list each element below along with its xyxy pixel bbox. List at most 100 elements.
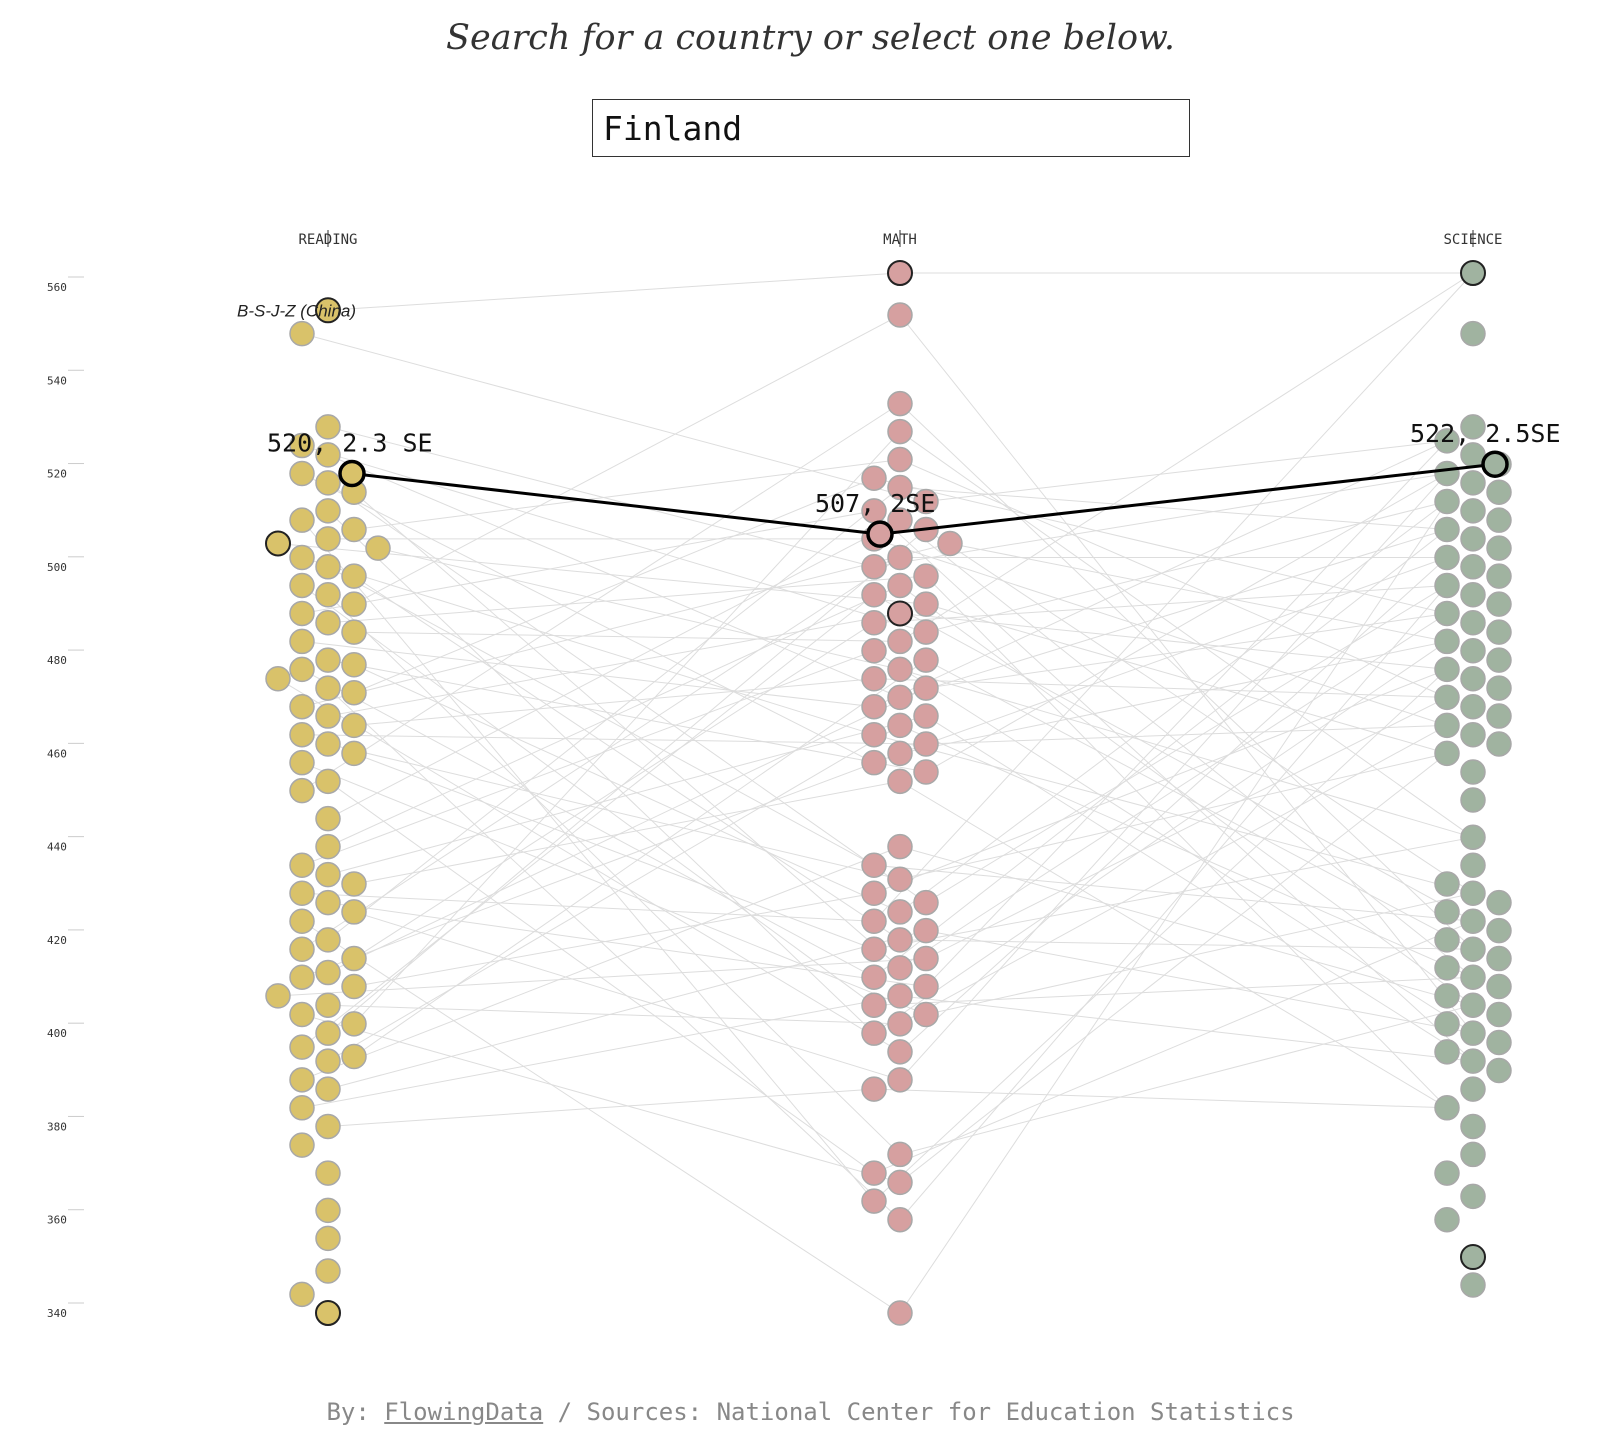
science-score-dot[interactable] [1486, 917, 1512, 944]
reading-score-dot[interactable] [341, 679, 367, 706]
math-score-dot[interactable] [887, 572, 913, 599]
math-score-dot[interactable] [861, 582, 887, 608]
science-score-dot[interactable] [1460, 1141, 1486, 1168]
selected-science-dot[interactable] [1481, 450, 1509, 478]
science-score-dot[interactable] [1460, 554, 1486, 580]
reading-score-dot[interactable] [289, 544, 315, 571]
reading-score-dot[interactable] [315, 861, 341, 888]
science-score-dot[interactable] [1460, 414, 1486, 440]
math-score-dot[interactable] [913, 759, 939, 785]
science-score-dot[interactable] [1486, 1057, 1512, 1084]
reading-score-dot[interactable] [289, 1095, 315, 1121]
science-score-dot[interactable] [1460, 665, 1486, 692]
reading-score-dot[interactable] [315, 1076, 341, 1102]
flowingdata-link[interactable]: FlowingData [384, 1398, 544, 1426]
reading-score-dot[interactable] [265, 983, 291, 1009]
reading-score-dot[interactable] [289, 432, 315, 459]
math-score-dot[interactable] [887, 1141, 913, 1168]
math-score-dot[interactable] [887, 628, 913, 655]
country-search-input[interactable] [592, 99, 1190, 157]
math-score-dot[interactable] [861, 693, 887, 720]
science-score-dot[interactable] [1434, 600, 1460, 627]
math-score-dot[interactable] [861, 852, 887, 879]
math-score-dot[interactable] [887, 390, 913, 417]
reading-score-dot[interactable] [289, 1001, 315, 1028]
reading-score-dot[interactable] [289, 628, 315, 655]
reading-score-dot[interactable] [341, 516, 367, 543]
science-score-dot[interactable] [1460, 1020, 1486, 1046]
science-score-dot[interactable] [1434, 1160, 1460, 1186]
reading-score-dot[interactable] [315, 675, 341, 701]
reading-score-dot[interactable] [341, 1043, 367, 1070]
science-score-dot[interactable] [1460, 1048, 1486, 1074]
reading-score-dot[interactable] [315, 889, 341, 916]
math-score-dot[interactable] [913, 591, 939, 617]
math-score-dot[interactable] [861, 908, 887, 935]
reading-score-dot[interactable] [315, 1048, 341, 1074]
reading-score-dot[interactable] [315, 927, 341, 953]
science-score-dot[interactable] [1434, 656, 1460, 683]
reading-score-dot[interactable] [289, 880, 315, 907]
science-score-dot[interactable] [1460, 880, 1486, 907]
science-score-dot[interactable] [1434, 628, 1460, 655]
science-score-dot[interactable] [1460, 470, 1486, 496]
science-score-dot[interactable] [1460, 992, 1486, 1018]
science-score-dot[interactable] [1486, 889, 1512, 916]
math-score-dot[interactable] [887, 1067, 913, 1093]
science-score-dot[interactable] [1486, 535, 1512, 561]
math-score-dot[interactable] [887, 899, 913, 925]
reading-score-dot[interactable] [315, 498, 341, 524]
reading-score-dot[interactable] [315, 582, 341, 608]
selected-reading-dot[interactable] [338, 459, 366, 488]
science-score-dot[interactable] [1460, 759, 1486, 785]
math-score-dot[interactable] [913, 563, 939, 589]
science-score-dot[interactable] [1434, 871, 1460, 897]
science-score-dot[interactable] [1434, 740, 1460, 767]
science-score-dot[interactable] [1434, 899, 1460, 925]
math-score-dot[interactable] [887, 418, 913, 445]
math-score-dot[interactable] [913, 973, 939, 1000]
math-score-dot[interactable] [887, 446, 913, 473]
reading-score-dot[interactable] [289, 507, 315, 533]
reading-score-dot[interactable] [289, 1281, 315, 1308]
reading-score-dot[interactable] [315, 833, 341, 860]
reading-score-dot[interactable] [315, 297, 341, 324]
science-score-dot[interactable] [1460, 260, 1486, 286]
science-score-dot[interactable] [1434, 516, 1460, 543]
science-score-dot[interactable] [1486, 973, 1512, 1000]
reading-score-dot[interactable] [289, 693, 315, 720]
math-score-dot[interactable] [887, 1206, 913, 1233]
math-score-dot[interactable] [887, 302, 913, 328]
science-score-dot[interactable] [1434, 983, 1460, 1009]
reading-score-dot[interactable] [341, 1011, 367, 1037]
science-score-dot[interactable] [1460, 908, 1486, 935]
reading-score-dot[interactable] [289, 964, 315, 990]
science-score-dot[interactable] [1460, 824, 1486, 851]
science-score-dot[interactable] [1460, 320, 1486, 347]
math-score-dot[interactable] [861, 992, 887, 1018]
reading-score-dot[interactable] [341, 563, 367, 589]
science-score-dot[interactable] [1460, 526, 1486, 552]
science-score-dot[interactable] [1434, 460, 1460, 487]
reading-score-dot[interactable] [341, 591, 367, 617]
math-score-dot[interactable] [913, 731, 939, 757]
science-score-dot[interactable] [1460, 693, 1486, 720]
science-score-dot[interactable] [1460, 852, 1486, 879]
reading-score-dot[interactable] [315, 610, 341, 636]
selected-math-dot[interactable] [866, 520, 894, 548]
science-score-dot[interactable] [1434, 572, 1460, 599]
reading-score-dot[interactable] [315, 1160, 341, 1186]
science-score-dot[interactable] [1486, 647, 1512, 673]
reading-score-dot[interactable] [289, 1067, 315, 1093]
science-score-dot[interactable] [1460, 610, 1486, 636]
reading-score-dot[interactable] [289, 600, 315, 627]
reading-score-dot[interactable] [315, 703, 341, 729]
score-dots[interactable] [265, 260, 1512, 1326]
math-score-dot[interactable] [887, 927, 913, 953]
reading-score-dot[interactable] [265, 530, 291, 557]
science-score-dot[interactable] [1486, 619, 1512, 645]
math-score-dot[interactable] [861, 964, 887, 990]
math-score-dot[interactable] [937, 530, 963, 557]
science-score-dot[interactable] [1460, 1183, 1486, 1210]
math-score-dot[interactable] [861, 749, 887, 776]
